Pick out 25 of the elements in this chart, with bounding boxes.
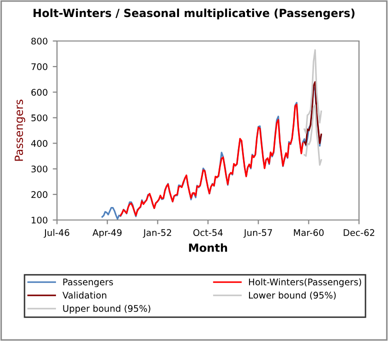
y-tick-label: 700 bbox=[31, 63, 48, 70]
y-tick-label: 100 bbox=[32, 216, 48, 224]
x-tick-label: Jul-46 bbox=[44, 229, 70, 238]
x-tick-label: Jun-57 bbox=[243, 229, 272, 238]
y-tick-label: 500 bbox=[31, 114, 48, 122]
legend-label: Holt-Winters(Passengers) bbox=[249, 278, 362, 288]
x-tick-label: Mar-60 bbox=[294, 229, 324, 236]
line-series bbox=[304, 81, 322, 146]
x-tick-label: Oct-54 bbox=[193, 229, 223, 236]
y-tick-label: 600 bbox=[31, 88, 48, 96]
legend-label: Passengers bbox=[63, 278, 113, 288]
legend-label: Validation bbox=[62, 292, 106, 299]
x-tick-label: Jan-52 bbox=[142, 229, 172, 238]
y-axis-title: Passengers bbox=[14, 100, 26, 161]
x-tick-label: Dec-62 bbox=[344, 229, 374, 236]
chart-title: Holt-Winters / Seasonal multiplicative (Passengers) bbox=[34, 8, 354, 20]
legend-label: Lower bound (95%) bbox=[249, 292, 336, 300]
x-tick-label: Apr-49 bbox=[92, 229, 122, 238]
x-axis-title: Month bbox=[189, 243, 228, 252]
line-series bbox=[120, 104, 304, 216]
y-tick-label: 800 bbox=[31, 38, 48, 45]
y-tick-label: 400 bbox=[31, 140, 48, 147]
y-tick-label: 200 bbox=[31, 191, 48, 198]
legend-label: Upper bound (95%) bbox=[63, 304, 150, 314]
y-tick-label: 300 bbox=[31, 166, 48, 172]
